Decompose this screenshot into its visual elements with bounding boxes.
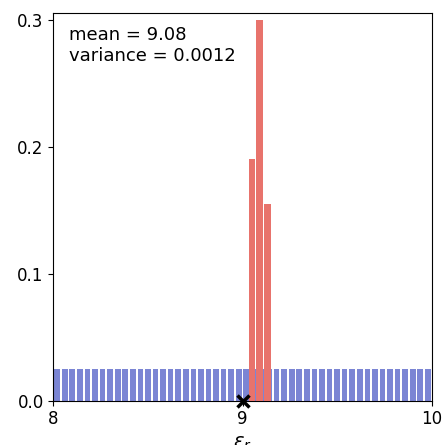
Bar [206,369,211,400]
Bar [153,369,158,400]
Bar [175,369,181,400]
Bar [312,369,317,400]
Bar [213,369,219,400]
Bar [130,369,136,400]
Bar [281,369,287,400]
Text: mean = 9.08
variance = 0.0012: mean = 9.08 variance = 0.0012 [69,26,235,65]
Bar [54,369,60,400]
Bar [342,369,348,400]
Bar [85,369,90,400]
Bar [395,369,401,400]
Bar [349,369,355,400]
Bar [62,369,68,400]
X-axis label: $\varepsilon_r$: $\varepsilon_r$ [233,434,252,445]
Bar [168,369,174,400]
Bar [122,369,128,400]
Bar [266,369,272,400]
Bar [145,369,151,400]
Bar [228,369,234,400]
Bar [319,369,325,400]
Bar [259,369,264,400]
Bar [380,369,385,400]
Bar [190,369,196,400]
Bar [402,369,408,400]
Bar [410,369,416,400]
Bar [138,369,143,400]
Bar [425,369,431,400]
Bar [251,369,257,400]
Bar [387,369,393,400]
Bar [236,369,242,400]
Bar [249,159,255,400]
Bar [69,369,75,400]
Bar [100,369,105,400]
Bar [274,369,279,400]
Bar [289,369,295,400]
Bar [417,369,423,400]
Bar [304,369,310,400]
Bar [92,369,98,400]
Bar [160,369,166,400]
Bar [296,369,302,400]
Bar [107,369,113,400]
Bar [115,369,121,400]
Bar [198,369,204,400]
Bar [264,204,271,400]
Bar [334,369,340,400]
Bar [372,369,378,400]
Bar [243,369,249,400]
Bar [327,369,332,400]
Bar [364,369,370,400]
Bar [221,369,227,400]
Bar [77,369,83,400]
Bar [256,20,263,400]
Bar [357,369,363,400]
Bar [183,369,189,400]
